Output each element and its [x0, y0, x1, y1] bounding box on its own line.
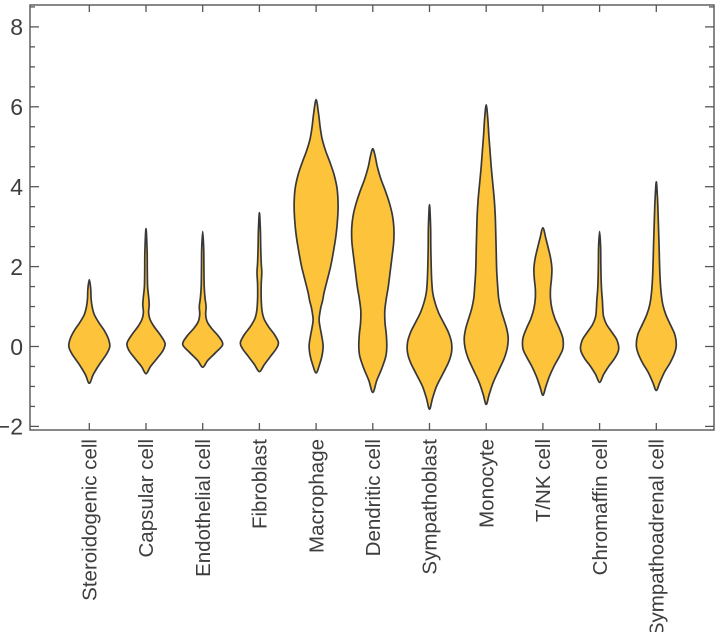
x-category-label: Sympathoadrenal cell	[646, 439, 669, 632]
x-category-label: Steroidogenic cell	[79, 439, 102, 601]
y-tick-label: 2	[10, 254, 23, 280]
violin-steroidogenic-cell	[67, 278, 111, 385]
violin-monocyte	[463, 103, 510, 406]
y-tick-label: −2	[0, 414, 23, 440]
violin-sympathoadrenal-cell	[635, 181, 678, 392]
x-category-label: Sympathoblast	[419, 439, 442, 575]
plot-frame	[29, 4, 715, 431]
y-tick-label: 6	[10, 94, 23, 120]
x-category-label: Monocyte	[475, 439, 498, 528]
x-category-label: Fibroblast	[249, 439, 272, 529]
x-category-label: Endothelial cell	[192, 439, 215, 577]
y-tick-label: 0	[10, 334, 23, 360]
x-category-label: Capsular cell	[135, 439, 158, 558]
violin-capsular-cell	[126, 227, 166, 375]
violin-fibroblast	[239, 211, 280, 373]
y-tick-label: 4	[10, 174, 23, 200]
violin-t-nk-cell	[521, 227, 565, 397]
violin-sympathoblast	[406, 203, 453, 411]
x-category-label: Dendritic cell	[362, 439, 385, 556]
violin-chromaffin-cell	[579, 230, 620, 384]
violin-dendritic-cell	[350, 147, 395, 394]
x-category-label: Macrophage	[305, 439, 328, 553]
violin-endothelial-cell	[181, 230, 224, 369]
x-category-label: Chromaffin cell	[589, 439, 612, 575]
x-category-label: T/NK cell	[532, 439, 555, 522]
y-tick-label: 8	[10, 14, 23, 40]
violin-macrophage	[293, 98, 339, 374]
